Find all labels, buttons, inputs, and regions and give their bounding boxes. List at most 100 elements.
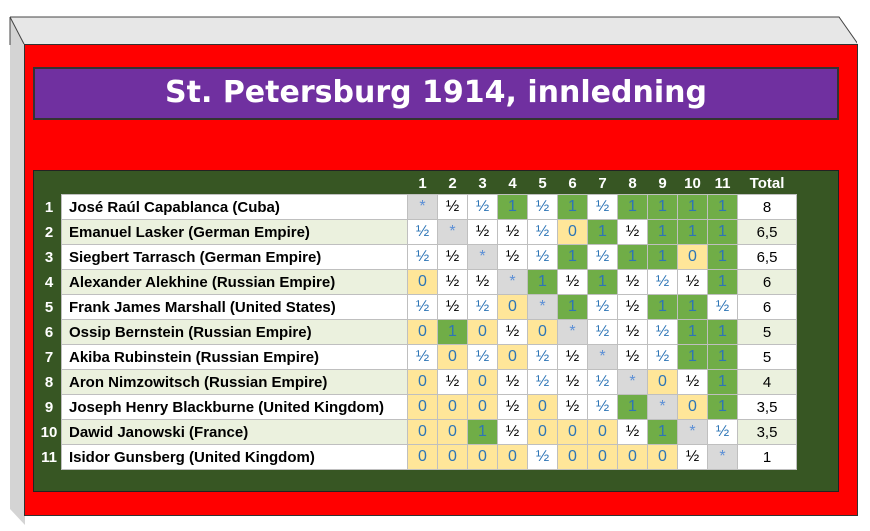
- result-cell: ½: [437, 194, 468, 220]
- result-cell: 0: [557, 219, 588, 245]
- table-row: 2 Emanuel Lasker (German Empire) ½ * ½ ½ ½ 0 1 ½ 1…: [37, 219, 797, 245]
- result-cell: *: [557, 319, 588, 345]
- player-name: Joseph Henry Blackburne (United Kingdom): [61, 394, 408, 420]
- result-cell: *: [617, 369, 648, 395]
- row-number: 10: [40, 423, 58, 441]
- result-cell: 0: [437, 419, 468, 445]
- result-cell: 0: [407, 444, 438, 470]
- result-cell: ½: [557, 344, 588, 370]
- table-row: 8 Aron Nimzowitsch (Russian Empire) 0 ½ 0 ½ ½ ½…: [37, 369, 797, 395]
- result-cell: 0: [407, 369, 438, 395]
- result-cell: ½: [467, 269, 498, 295]
- result-cell: 0: [617, 444, 648, 470]
- result-cell: 0: [677, 244, 708, 270]
- table-row: 11 Isidor Gunsberg (United Kingdom) 0 0 0 0 ½ 0…: [37, 444, 797, 470]
- total-cell: 6,5: [737, 244, 797, 270]
- result-cell: ½: [437, 269, 468, 295]
- player-name: Dawid Janowski (France): [61, 419, 408, 445]
- player-name: José Raúl Capablanca (Cuba): [61, 194, 408, 220]
- header-total: Total: [749, 174, 785, 192]
- total-cell: 3,5: [737, 419, 797, 445]
- table-row: 4 Alexander Alekhine (Russian Empire) 0 ½ ½ *…: [37, 269, 797, 295]
- result-cell: 0: [647, 444, 678, 470]
- result-cell: ½: [677, 369, 708, 395]
- result-cell: *: [677, 419, 708, 445]
- result-cell: ½: [647, 319, 678, 345]
- result-cell: 1: [467, 419, 498, 445]
- total-cell: 5: [737, 319, 797, 345]
- result-cell: ½: [437, 369, 468, 395]
- header-blank-name: [62, 172, 408, 195]
- page-title: St. Petersburg 1914, innledning: [33, 67, 839, 120]
- result-cell: ½: [407, 344, 438, 370]
- result-cell: ½: [527, 219, 558, 245]
- result-cell: 0: [677, 394, 708, 420]
- total-cell: 6: [737, 269, 797, 295]
- result-cell: ½: [437, 294, 468, 320]
- result-cell: ½: [707, 294, 738, 320]
- result-cell: 0: [647, 369, 678, 395]
- result-cell: 1: [707, 194, 738, 220]
- result-cell: *: [467, 244, 498, 270]
- result-cell: ½: [587, 369, 618, 395]
- result-cell: 0: [437, 444, 468, 470]
- result-cell: 1: [647, 419, 678, 445]
- table-row: 9 Joseph Henry Blackburne (United Kingdom…: [37, 394, 797, 420]
- result-cell: 0: [587, 419, 618, 445]
- result-cell: 1: [527, 269, 558, 295]
- result-cell: 1: [647, 294, 678, 320]
- header-col: 10: [684, 174, 701, 192]
- row-number: 7: [44, 348, 54, 366]
- result-cell: ½: [497, 369, 528, 395]
- player-name: Emanuel Lasker (German Empire): [61, 219, 408, 245]
- header-col: 4: [508, 174, 517, 192]
- table-row: 6 Ossip Bernstein (Russian Empire) 0 1 0 ½ 0 * ½…: [37, 319, 797, 345]
- row-number: 6: [44, 323, 54, 341]
- row-number: 11: [41, 448, 57, 466]
- result-cell: 1: [647, 244, 678, 270]
- result-cell: *: [407, 194, 438, 220]
- row-number: 5: [44, 298, 54, 316]
- result-cell: 1: [707, 369, 738, 395]
- result-cell: 1: [557, 294, 588, 320]
- header-col: 8: [628, 174, 637, 192]
- result-cell: *: [647, 394, 678, 420]
- header-col: 7: [598, 174, 607, 192]
- crosstable: 1 2 3 4 5 6 7 8 9 10 11 Total 1 José Raúl Capablanca…: [37, 172, 797, 470]
- total-cell: 5: [737, 344, 797, 370]
- result-cell: ½: [407, 244, 438, 270]
- result-cell: ½: [557, 394, 588, 420]
- result-cell: ½: [497, 394, 528, 420]
- header-blank: [37, 172, 62, 195]
- row-number: 2: [44, 223, 54, 241]
- result-cell: 0: [437, 344, 468, 370]
- result-cell: ½: [617, 419, 648, 445]
- result-cell: ½: [587, 294, 618, 320]
- result-cell: 0: [527, 319, 558, 345]
- header-row: 1 2 3 4 5 6 7 8 9 10 11 Total: [37, 172, 797, 195]
- header-col: 2: [448, 174, 457, 192]
- result-cell: 0: [527, 394, 558, 420]
- total-cell: 4: [737, 369, 797, 395]
- result-cell: ½: [617, 219, 648, 245]
- player-name: Isidor Gunsberg (United Kingdom): [61, 444, 408, 470]
- player-name: Siegbert Tarrasch (German Empire): [61, 244, 408, 270]
- player-name: Frank James Marshall (United States): [61, 294, 408, 320]
- result-cell: 1: [707, 344, 738, 370]
- result-cell: ½: [467, 294, 498, 320]
- header-col: 11: [714, 174, 731, 192]
- row-number: 1: [44, 198, 54, 216]
- header-col: 5: [538, 174, 547, 192]
- result-cell: 1: [707, 219, 738, 245]
- player-name: Aron Nimzowitsch (Russian Empire): [61, 369, 408, 395]
- result-cell: ½: [617, 319, 648, 345]
- result-cell: 0: [497, 444, 528, 470]
- result-cell: 0: [407, 319, 438, 345]
- result-cell: 0: [557, 444, 588, 470]
- row-number: 4: [44, 273, 54, 291]
- result-cell: 0: [497, 344, 528, 370]
- result-cell: ½: [647, 344, 678, 370]
- total-cell: 3,5: [737, 394, 797, 420]
- result-cell: *: [707, 444, 738, 470]
- result-cell: 1: [677, 319, 708, 345]
